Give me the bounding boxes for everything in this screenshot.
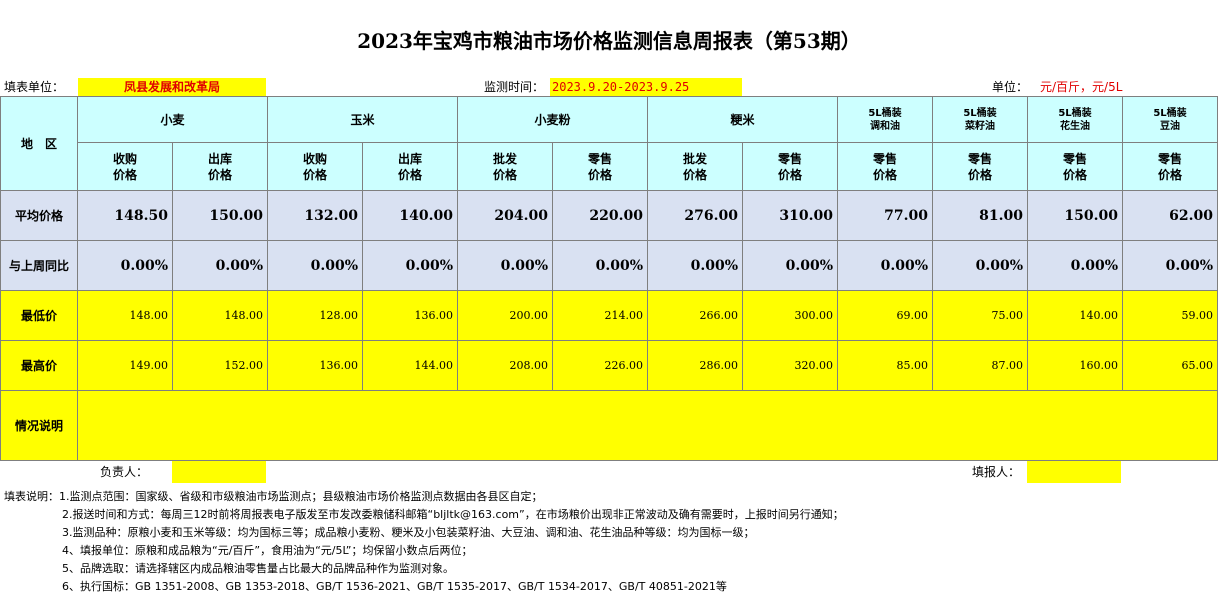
row-label: 最高价 xyxy=(0,340,78,391)
note-line: 2.报送时间和方式：每周三12时前将周报表电子版发至市发改委粮储科邮箱“bljl… xyxy=(62,508,844,521)
price-cell[interactable]: 136.00 xyxy=(362,290,458,341)
measure-label: 单位： xyxy=(992,80,1029,94)
note-line: 4、填报单位：原粮和成品粮为“元/百斤”，食用油为“元/5L”；均保留小数点后两… xyxy=(62,544,473,557)
price-cell: 0.00% xyxy=(552,240,648,291)
price-cell[interactable]: 226.00 xyxy=(552,340,648,391)
group-header: 5L桶装 豆油 xyxy=(1122,96,1218,143)
price-cell: 0.00% xyxy=(742,240,838,291)
sub-header: 零售 价格 xyxy=(932,142,1028,191)
notes: 填表说明：1.监测点范围：国家级、省级和市级粮油市场监测点；县级粮油市场价格监测… xyxy=(4,488,1214,596)
filler-label: 填报人： xyxy=(972,465,1021,479)
price-cell: 310.00 xyxy=(742,190,838,241)
row-label: 与上周同比 xyxy=(0,240,78,291)
price-cell: 0.00% xyxy=(1027,240,1123,291)
measure-value: 元/百斤，元/5L xyxy=(1040,80,1123,94)
time-label: 监测时间： xyxy=(484,80,545,94)
price-cell: 204.00 xyxy=(457,190,553,241)
price-cell: 0.00% xyxy=(932,240,1028,291)
responsible-field[interactable] xyxy=(172,461,266,483)
price-cell: 220.00 xyxy=(552,190,648,241)
sub-header: 零售 价格 xyxy=(837,142,933,191)
price-cell: 0.00% xyxy=(267,240,363,291)
time-value[interactable]: 2023.9.20-2023.9.25 xyxy=(550,78,742,96)
sub-header: 出库 价格 xyxy=(172,142,268,191)
price-cell[interactable]: 148.00 xyxy=(172,290,268,341)
price-cell: 150.00 xyxy=(1027,190,1123,241)
group-header: 玉米 xyxy=(267,96,458,143)
sub-header: 零售 价格 xyxy=(742,142,838,191)
info-row: 填表单位： 凤县发展和改革局 监测时间： 2023.9.20-2023.9.25… xyxy=(0,78,1218,96)
price-cell[interactable]: 200.00 xyxy=(457,290,553,341)
remark-label: 情况说明 xyxy=(0,390,78,461)
price-cell[interactable]: 160.00 xyxy=(1027,340,1123,391)
sub-header: 收购 价格 xyxy=(267,142,363,191)
filler-field[interactable] xyxy=(1027,461,1121,483)
price-cell: 0.00% xyxy=(647,240,743,291)
group-header: 小麦粉 xyxy=(457,96,648,143)
price-cell: 0.00% xyxy=(1122,240,1218,291)
price-cell[interactable]: 149.00 xyxy=(77,340,173,391)
price-cell[interactable]: 148.00 xyxy=(77,290,173,341)
price-cell[interactable]: 87.00 xyxy=(932,340,1028,391)
responsible-label: 负责人： xyxy=(100,465,149,479)
sub-header: 零售 价格 xyxy=(1122,142,1218,191)
price-cell[interactable]: 85.00 xyxy=(837,340,933,391)
row-label: 最低价 xyxy=(0,290,78,341)
price-cell: 132.00 xyxy=(267,190,363,241)
price-cell[interactable]: 208.00 xyxy=(457,340,553,391)
price-cell[interactable]: 266.00 xyxy=(647,290,743,341)
note-line: 3.监测品种：原粮小麦和玉米等级：均为国标三等；成品粮小麦粉、粳米及小包装菜籽油… xyxy=(62,526,755,539)
price-table: 地 区小麦 玉米 小麦粉 粳米 5L桶装 调和油 5L桶装 菜籽油 5L桶装 花生油 5L桶装… xyxy=(0,96,1218,461)
sub-header: 批发 价格 xyxy=(457,142,553,191)
unit-label: 填表单位： xyxy=(4,80,65,94)
price-cell[interactable]: 144.00 xyxy=(362,340,458,391)
price-cell[interactable]: 152.00 xyxy=(172,340,268,391)
price-cell: 276.00 xyxy=(647,190,743,241)
price-cell: 140.00 xyxy=(362,190,458,241)
region-header: 地 区 xyxy=(0,96,78,191)
price-cell[interactable]: 128.00 xyxy=(267,290,363,341)
price-cell[interactable]: 75.00 xyxy=(932,290,1028,341)
remark-field[interactable] xyxy=(77,390,1218,461)
group-header: 5L桶装 花生油 xyxy=(1027,96,1123,143)
row-label: 平均价格 xyxy=(0,190,78,241)
price-cell: 0.00% xyxy=(837,240,933,291)
price-cell[interactable]: 286.00 xyxy=(647,340,743,391)
price-cell: 150.00 xyxy=(172,190,268,241)
group-header: 5L桶装 调和油 xyxy=(837,96,933,143)
price-cell[interactable]: 136.00 xyxy=(267,340,363,391)
sub-header: 零售 价格 xyxy=(552,142,648,191)
sub-header: 收购 价格 xyxy=(77,142,173,191)
price-cell[interactable]: 140.00 xyxy=(1027,290,1123,341)
price-cell: 148.50 xyxy=(77,190,173,241)
price-cell[interactable]: 65.00 xyxy=(1122,340,1218,391)
sub-header: 出库 价格 xyxy=(362,142,458,191)
note-line: 5、品牌选取：请选择辖区内成品粮油零售量占比最大的品牌品种作为监测对象。 xyxy=(62,562,454,575)
price-cell[interactable]: 69.00 xyxy=(837,290,933,341)
price-cell: 0.00% xyxy=(172,240,268,291)
report-title: 2023年宝鸡市粮油市场价格监测信息周报表（第53期） xyxy=(357,28,861,53)
unit-value[interactable]: 凤县发展和改革局 xyxy=(78,78,266,96)
price-cell: 77.00 xyxy=(837,190,933,241)
note-line: 6、执行国标：GB 1351-2008、GB 1353-2018、GB/T 15… xyxy=(62,580,727,593)
group-header: 小麦 xyxy=(77,96,268,143)
note-line: 填表说明：1.监测点范围：国家级、省级和市级粮油市场监测点；县级粮油市场价格监测… xyxy=(4,490,543,503)
price-cell[interactable]: 59.00 xyxy=(1122,290,1218,341)
group-header: 粳米 xyxy=(647,96,838,143)
price-cell[interactable]: 300.00 xyxy=(742,290,838,341)
sub-header: 零售 价格 xyxy=(1027,142,1123,191)
price-cell: 0.00% xyxy=(77,240,173,291)
price-cell[interactable]: 214.00 xyxy=(552,290,648,341)
group-header: 5L桶装 菜籽油 xyxy=(932,96,1028,143)
price-cell: 0.00% xyxy=(362,240,458,291)
price-cell: 0.00% xyxy=(457,240,553,291)
sign-row: 负责人： 填报人： xyxy=(0,461,1218,483)
sub-header: 批发 价格 xyxy=(647,142,743,191)
price-cell[interactable]: 320.00 xyxy=(742,340,838,391)
price-cell: 81.00 xyxy=(932,190,1028,241)
price-cell: 62.00 xyxy=(1122,190,1218,241)
